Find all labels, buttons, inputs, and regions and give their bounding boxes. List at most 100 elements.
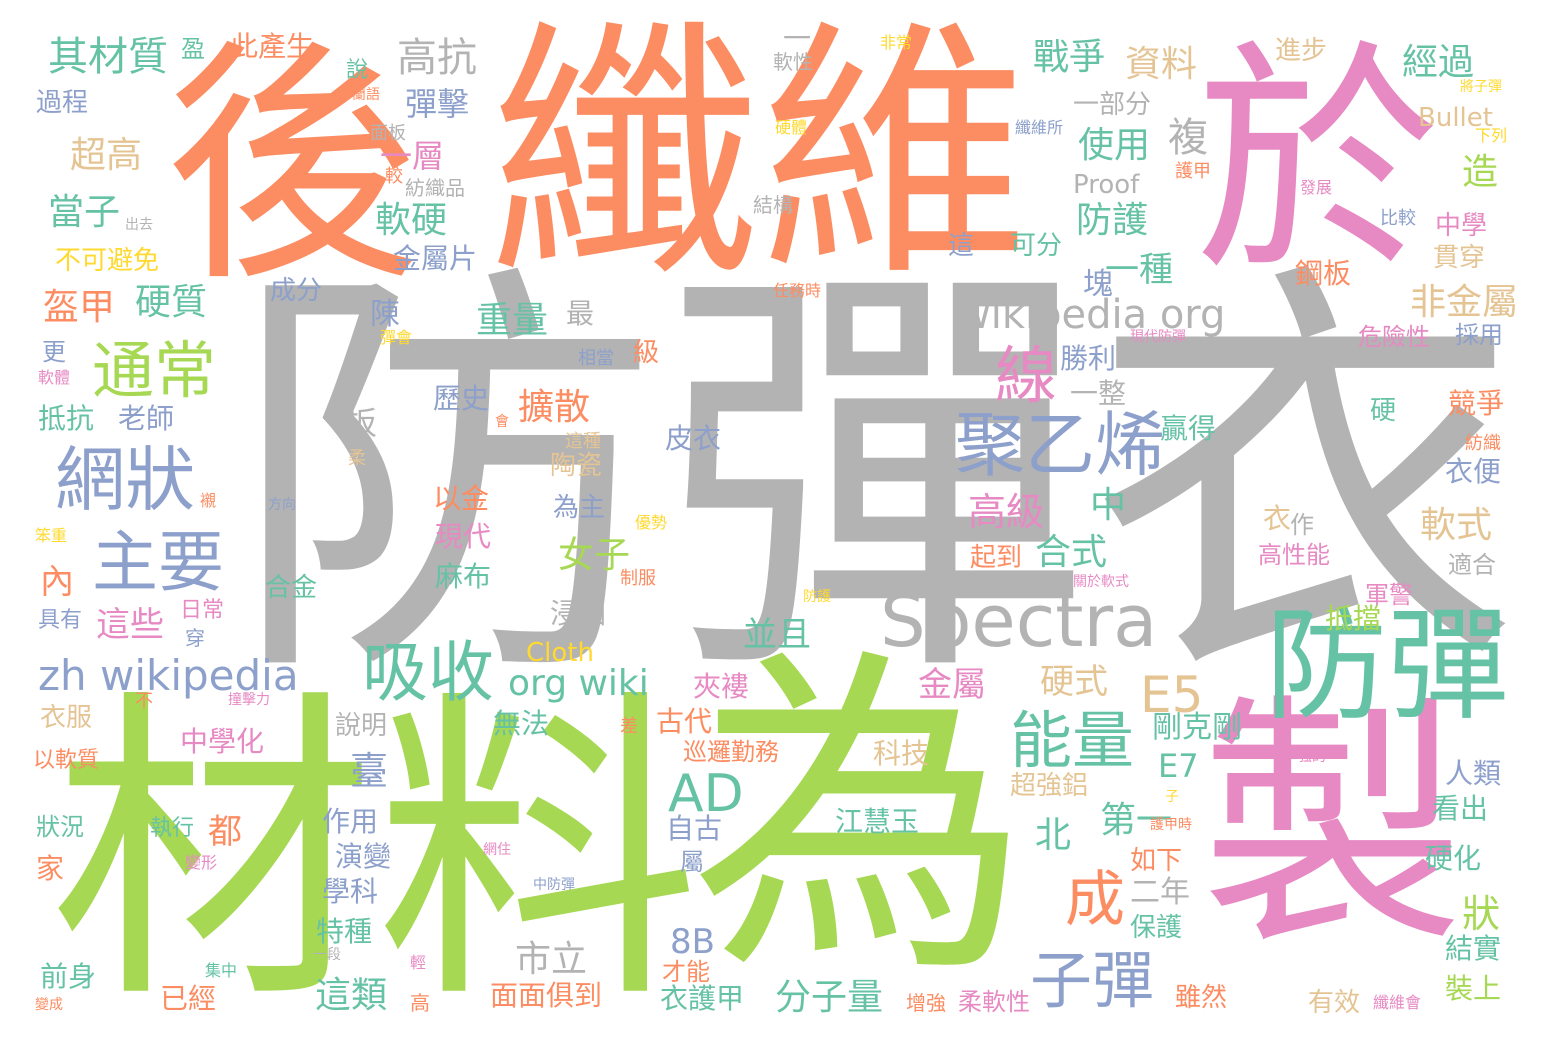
cloud-word: 以軟質 [33, 748, 100, 773]
cloud-word: 戰爭 [1033, 37, 1106, 78]
cloud-word: 發展 [1300, 178, 1333, 197]
cloud-word: 防彈衣 [230, 230, 1520, 730]
cloud-word: E7 [1158, 747, 1199, 785]
cloud-word: 內 [40, 562, 74, 602]
cloud-word: AD [668, 764, 744, 824]
cloud-word: 演變 [335, 840, 392, 873]
cloud-word: 現代 [435, 520, 492, 553]
cloud-word: 衣服 [40, 703, 93, 733]
cloud-word: 方向 [268, 497, 296, 513]
cloud-word: 穿 [185, 626, 205, 650]
cloud-word: 過程 [36, 88, 89, 118]
cloud-word: 一層 [380, 137, 445, 175]
cloud-word: 高性能 [1258, 541, 1330, 569]
cloud-word: 保護 [1130, 913, 1183, 943]
cloud-word: 高級 [968, 490, 1045, 534]
cloud-word: 盔甲 [43, 287, 116, 328]
cloud-word: 比較 [1380, 208, 1416, 229]
cloud-word: 鋼板 [1295, 257, 1352, 290]
cloud-word: 女子 [558, 535, 631, 576]
cloud-word: 防護 [1076, 200, 1149, 241]
cloud-word: 這類 [315, 975, 388, 1016]
cloud-word: 人類 [1445, 757, 1502, 790]
cloud-word: 彈擊 [405, 85, 470, 123]
cloud-word: 老師 [118, 402, 175, 435]
cloud-word: 變形 [185, 853, 218, 872]
cloud-word: 陳 [370, 297, 400, 332]
cloud-word: 優勢 [635, 513, 668, 532]
cloud-word: 作用 [322, 805, 379, 838]
cloud-word: 作 [1290, 511, 1314, 539]
cloud-word: zh wikipedia [38, 651, 299, 700]
cloud-word: 特種 [316, 915, 373, 948]
cloud-word: 吸收 [362, 634, 494, 711]
cloud-word: 成 [1065, 865, 1125, 935]
cloud-word: 制服 [620, 568, 656, 589]
cloud-word: 通常 [92, 334, 217, 407]
cloud-word: 為 [690, 622, 1030, 1018]
cloud-word: 金屬 [918, 665, 986, 705]
cloud-word: 非常 [880, 33, 913, 52]
cloud-word: org wiki [508, 663, 649, 704]
cloud-word: 以金 [433, 482, 490, 515]
cloud-word: 貫穿 [1433, 243, 1486, 273]
cloud-word: 家 [36, 852, 65, 885]
cloud-word: 相當 [578, 348, 614, 369]
cloud-word: 二年 [1130, 875, 1190, 910]
cloud-word: 子彈 [1030, 944, 1155, 1017]
cloud-word: 歷史 [433, 382, 490, 415]
cloud-word: 硬式 [1040, 662, 1108, 702]
cloud-word: 軍警 [1365, 581, 1413, 609]
cloud-word: 這種 [565, 431, 601, 452]
cloud-word: 無法 [493, 707, 550, 740]
cloud-word: 一部分 [1073, 90, 1152, 120]
cloud-word: 夾褸 [693, 670, 750, 703]
cloud-word: 出去 [125, 217, 153, 233]
cloud-word: 前身 [40, 960, 97, 993]
cloud-word: 使用 [1078, 125, 1151, 166]
cloud-word: Proof [1073, 170, 1140, 200]
cloud-word: 硬化 [1425, 842, 1482, 875]
cloud-word: 狀 [1462, 892, 1501, 936]
cloud-word: 中學 [1435, 211, 1488, 241]
cloud-word: 撞擊力 [228, 692, 270, 708]
cloud-word: 衣 [1263, 502, 1292, 535]
cloud-word: 看出 [1432, 792, 1489, 825]
cloud-word: 才能 [662, 958, 710, 986]
cloud-word: 雖然 [1175, 983, 1228, 1013]
cloud-word: 進步 [1275, 36, 1328, 66]
cloud-word: 臺 [350, 749, 389, 793]
cloud-word: 可分 [1010, 231, 1063, 261]
cloud-word: 柔 [348, 448, 366, 469]
cloud-word: 關於軟式 [1073, 574, 1129, 590]
cloud-word: 盈 [181, 35, 205, 63]
cloud-word: 有效 [1308, 988, 1361, 1018]
cloud-word: 科技 [873, 737, 930, 770]
cloud-word: 贏得 [1160, 412, 1217, 445]
cloud-word: 金屬片 [393, 242, 478, 275]
cloud-word: 陶瓷 [550, 451, 603, 481]
cloud-word: 當子 [48, 192, 121, 233]
cloud-word: 一段 [313, 947, 341, 963]
cloud-word: Bullet [1418, 103, 1493, 133]
cloud-word: 此產生 [230, 30, 315, 63]
cloud-word: 一整 [1070, 377, 1127, 410]
cloud-word: 護甲 [1175, 161, 1211, 182]
cloud-word: 高抗 [397, 35, 477, 81]
cloud-word: Cloth [526, 638, 594, 668]
cloud-word: 這些 [96, 605, 164, 645]
cloud-word: 纖維 [490, 0, 1030, 312]
cloud-word: 這 [948, 231, 975, 261]
cloud-word: 主要 [92, 524, 224, 601]
cloud-word: 市立 [515, 939, 588, 980]
cloud-word: 中學化 [180, 725, 265, 758]
cloud-word: 危險性 [1358, 323, 1430, 351]
cloud-word: 護甲時 [1150, 817, 1192, 833]
cloud-word: 皮衣 [665, 422, 722, 455]
cloud-word: 競爭 [1448, 387, 1505, 420]
cloud-word: 日常 [180, 598, 225, 623]
cloud-word: 造 [1462, 152, 1499, 193]
cloud-word: 已經 [160, 982, 217, 1015]
cloud-word: 差 [620, 716, 638, 737]
